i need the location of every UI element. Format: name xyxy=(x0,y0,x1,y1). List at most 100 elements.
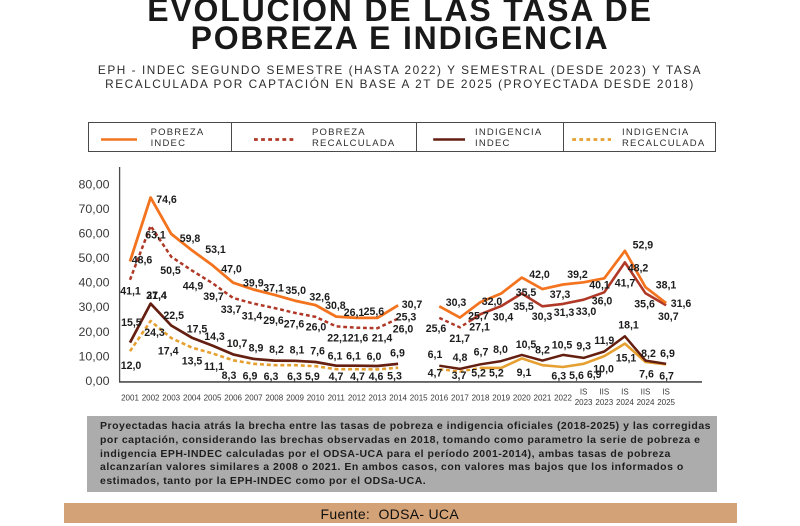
svg-text:26,0: 26,0 xyxy=(393,323,414,335)
svg-text:4,7: 4,7 xyxy=(428,368,443,380)
svg-text:36,0: 36,0 xyxy=(592,296,613,308)
svg-text:6,1: 6,1 xyxy=(328,351,343,363)
svg-text:25,6: 25,6 xyxy=(364,306,385,318)
svg-text:30,7: 30,7 xyxy=(658,311,679,323)
svg-text:7,6: 7,6 xyxy=(639,369,654,381)
svg-text:33,0: 33,0 xyxy=(576,306,597,318)
svg-text:31,4: 31,4 xyxy=(146,290,167,302)
svg-text:2002: 2002 xyxy=(142,394,160,403)
svg-text:15,1: 15,1 xyxy=(616,353,637,365)
svg-text:6,9: 6,9 xyxy=(390,347,405,359)
svg-text:50,5: 50,5 xyxy=(160,265,181,277)
svg-text:80,00: 80,00 xyxy=(78,178,109,192)
svg-text:4,8: 4,8 xyxy=(453,352,468,364)
svg-text:42,0: 42,0 xyxy=(529,269,550,281)
svg-text:9,1: 9,1 xyxy=(517,367,532,379)
svg-text:13,5: 13,5 xyxy=(182,356,203,368)
svg-text:5,9: 5,9 xyxy=(305,371,320,383)
svg-text:20,00: 20,00 xyxy=(78,325,109,339)
svg-text:6,3: 6,3 xyxy=(287,371,302,383)
svg-text:2008: 2008 xyxy=(265,394,283,403)
svg-text:10,5: 10,5 xyxy=(552,340,573,352)
svg-text:40,1: 40,1 xyxy=(589,280,610,292)
svg-text:22,5: 22,5 xyxy=(163,310,184,322)
svg-text:6,1: 6,1 xyxy=(346,351,361,363)
svg-text:50,00: 50,00 xyxy=(78,251,109,265)
svg-text:IS: IS xyxy=(580,388,588,397)
svg-text:8,0: 8,0 xyxy=(493,344,508,356)
svg-text:8,9: 8,9 xyxy=(249,343,264,355)
svg-text:0,00: 0,00 xyxy=(85,374,109,388)
svg-text:35,0: 35,0 xyxy=(285,285,306,297)
svg-text:35,5: 35,5 xyxy=(516,287,537,299)
svg-text:31,4: 31,4 xyxy=(242,310,263,322)
svg-text:11,1: 11,1 xyxy=(204,361,224,373)
svg-text:6,0: 6,0 xyxy=(367,351,382,363)
svg-text:30,8: 30,8 xyxy=(325,300,346,312)
svg-text:27,6: 27,6 xyxy=(284,319,305,331)
svg-text:2010: 2010 xyxy=(307,394,325,403)
svg-text:37,1: 37,1 xyxy=(263,283,284,295)
svg-text:6,7: 6,7 xyxy=(474,347,489,359)
svg-text:44,9: 44,9 xyxy=(183,281,204,293)
svg-text:30,3: 30,3 xyxy=(532,311,553,323)
svg-text:59,8: 59,8 xyxy=(180,233,201,245)
svg-text:8,3: 8,3 xyxy=(222,370,237,382)
svg-text:10,5: 10,5 xyxy=(516,339,537,351)
svg-text:53,1: 53,1 xyxy=(205,244,226,256)
svg-text:11,9: 11,9 xyxy=(594,335,614,347)
svg-text:48,6: 48,6 xyxy=(132,255,153,267)
svg-text:8,2: 8,2 xyxy=(269,344,284,356)
svg-text:21,6: 21,6 xyxy=(348,333,369,345)
svg-text:2019: 2019 xyxy=(492,394,510,403)
svg-text:27,4: 27,4 xyxy=(146,290,167,302)
svg-text:2007: 2007 xyxy=(245,394,263,403)
svg-text:39,9: 39,9 xyxy=(243,278,264,290)
svg-text:6,3: 6,3 xyxy=(264,371,279,383)
svg-text:21,4: 21,4 xyxy=(372,333,393,345)
svg-text:74,6: 74,6 xyxy=(156,194,177,206)
svg-text:2004: 2004 xyxy=(183,394,201,403)
svg-text:32,6: 32,6 xyxy=(309,291,330,303)
svg-text:18,1: 18,1 xyxy=(618,319,639,331)
svg-text:2016: 2016 xyxy=(430,394,448,403)
svg-text:2015: 2015 xyxy=(410,394,428,403)
svg-text:63,1: 63,1 xyxy=(145,230,166,242)
svg-text:2006: 2006 xyxy=(224,394,242,403)
svg-text:2011: 2011 xyxy=(328,394,346,403)
svg-text:7,6: 7,6 xyxy=(310,346,325,358)
svg-text:32,0: 32,0 xyxy=(482,296,503,308)
svg-text:2013: 2013 xyxy=(369,394,387,403)
svg-text:70,00: 70,00 xyxy=(78,202,109,216)
svg-text:31,3: 31,3 xyxy=(554,307,575,319)
svg-text:60,00: 60,00 xyxy=(78,227,109,241)
svg-text:25,7: 25,7 xyxy=(468,311,489,323)
svg-text:30,7: 30,7 xyxy=(402,299,423,311)
svg-text:2024: 2024 xyxy=(616,398,634,407)
svg-text:IIS: IIS xyxy=(641,388,651,397)
svg-text:10,0: 10,0 xyxy=(593,363,614,375)
svg-text:2024: 2024 xyxy=(637,398,655,407)
svg-text:2014: 2014 xyxy=(389,394,407,403)
svg-text:14,3: 14,3 xyxy=(204,331,225,343)
svg-text:6,9: 6,9 xyxy=(243,371,258,383)
svg-text:4,6: 4,6 xyxy=(369,371,384,383)
svg-text:2017: 2017 xyxy=(451,394,469,403)
svg-text:2025: 2025 xyxy=(657,398,675,407)
svg-text:26,1: 26,1 xyxy=(344,307,365,319)
svg-text:38,1: 38,1 xyxy=(656,280,677,292)
svg-text:39,2: 39,2 xyxy=(567,269,588,281)
svg-text:35,6: 35,6 xyxy=(634,299,655,311)
svg-text:8,2: 8,2 xyxy=(641,348,656,360)
svg-text:33,7: 33,7 xyxy=(221,304,242,316)
svg-text:2009: 2009 xyxy=(286,394,304,403)
svg-text:4,7: 4,7 xyxy=(329,371,344,383)
svg-text:25,6: 25,6 xyxy=(426,323,447,335)
svg-text:6,7: 6,7 xyxy=(659,371,674,383)
svg-text:41,1: 41,1 xyxy=(120,286,141,298)
svg-text:6,1: 6,1 xyxy=(428,349,443,361)
svg-text:2003: 2003 xyxy=(162,394,180,403)
svg-text:5,3: 5,3 xyxy=(387,371,402,383)
svg-text:22,1: 22,1 xyxy=(327,333,348,345)
svg-text:37,3: 37,3 xyxy=(550,289,571,301)
